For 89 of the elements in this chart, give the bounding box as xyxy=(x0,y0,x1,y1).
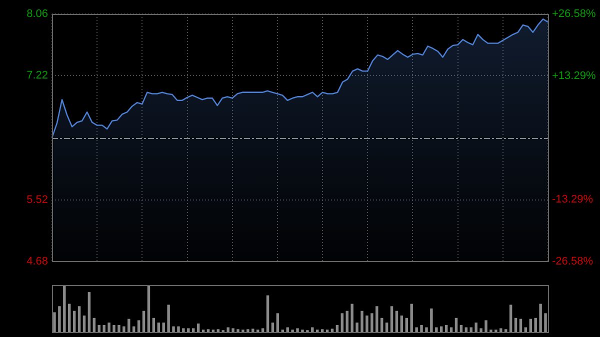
bar xyxy=(425,327,428,332)
bar xyxy=(102,324,106,332)
bar xyxy=(500,328,502,332)
bar xyxy=(340,313,344,332)
bar xyxy=(226,327,230,332)
bar xyxy=(72,310,76,332)
bar xyxy=(420,324,423,332)
bar xyxy=(395,310,398,332)
bar xyxy=(112,324,116,332)
bar xyxy=(172,326,175,332)
bar xyxy=(454,318,458,332)
bar xyxy=(480,328,482,332)
bar xyxy=(53,312,56,332)
y2-tick-label: +13.29% xyxy=(552,70,596,82)
bar xyxy=(514,318,518,332)
bar xyxy=(98,324,100,332)
y-tick-label: 4.68 xyxy=(26,255,48,268)
bar xyxy=(400,316,404,332)
bar xyxy=(142,310,146,332)
bar xyxy=(177,326,180,332)
bar xyxy=(484,320,488,332)
bar xyxy=(128,318,130,332)
bar xyxy=(296,328,299,332)
bar xyxy=(92,318,96,332)
bar xyxy=(276,313,280,332)
bar xyxy=(122,326,126,332)
bar xyxy=(509,304,512,332)
bar xyxy=(246,329,250,332)
bar xyxy=(147,285,150,332)
bar xyxy=(360,310,364,332)
bar xyxy=(380,318,384,332)
y-tick-label: 8.06 xyxy=(26,8,48,20)
bar xyxy=(187,328,190,332)
bar xyxy=(336,324,339,332)
bar xyxy=(152,318,156,332)
bar xyxy=(366,316,368,332)
bar xyxy=(519,318,522,332)
bar xyxy=(390,306,394,332)
bar xyxy=(78,306,81,332)
bar xyxy=(435,327,438,332)
bar xyxy=(252,328,254,332)
bar xyxy=(544,313,547,332)
bar xyxy=(405,318,408,332)
bar xyxy=(529,318,532,332)
bar xyxy=(157,322,160,332)
bar xyxy=(108,322,110,332)
bar xyxy=(82,316,86,332)
bar xyxy=(356,322,358,332)
bar xyxy=(266,295,270,332)
bar xyxy=(271,322,274,332)
bar xyxy=(232,328,234,332)
bar xyxy=(58,306,61,332)
bar xyxy=(539,304,542,332)
bar xyxy=(206,329,210,332)
bar xyxy=(385,322,388,332)
bar xyxy=(330,328,334,332)
y-tick-label: 5.52 xyxy=(26,194,48,206)
bar xyxy=(182,328,185,332)
bar xyxy=(261,328,264,332)
bar xyxy=(118,324,120,332)
bar xyxy=(534,318,537,332)
y-tick-label: 7.22 xyxy=(26,70,48,82)
bar xyxy=(504,329,508,332)
bar xyxy=(320,329,324,332)
y2-tick-label: -13.29% xyxy=(552,194,594,206)
bar xyxy=(236,329,240,332)
bar xyxy=(350,304,354,332)
bar xyxy=(474,322,478,332)
y2-tick-label: +26.58% xyxy=(552,8,596,20)
bar xyxy=(370,313,374,332)
bar xyxy=(311,327,314,332)
bar xyxy=(162,322,165,332)
bar xyxy=(346,310,348,332)
bar xyxy=(63,285,66,332)
bar xyxy=(444,324,448,332)
bar xyxy=(415,327,418,332)
bar xyxy=(216,329,220,332)
bar xyxy=(137,320,140,332)
bar xyxy=(430,308,433,332)
bar xyxy=(167,304,170,332)
bar xyxy=(88,292,91,332)
bar xyxy=(68,304,71,332)
bar xyxy=(460,324,463,332)
bar xyxy=(376,306,378,332)
bar xyxy=(286,327,289,332)
bar xyxy=(196,324,200,332)
bar xyxy=(410,304,413,332)
bar xyxy=(192,328,195,332)
y2-tick-label: -26.58% xyxy=(552,255,594,268)
